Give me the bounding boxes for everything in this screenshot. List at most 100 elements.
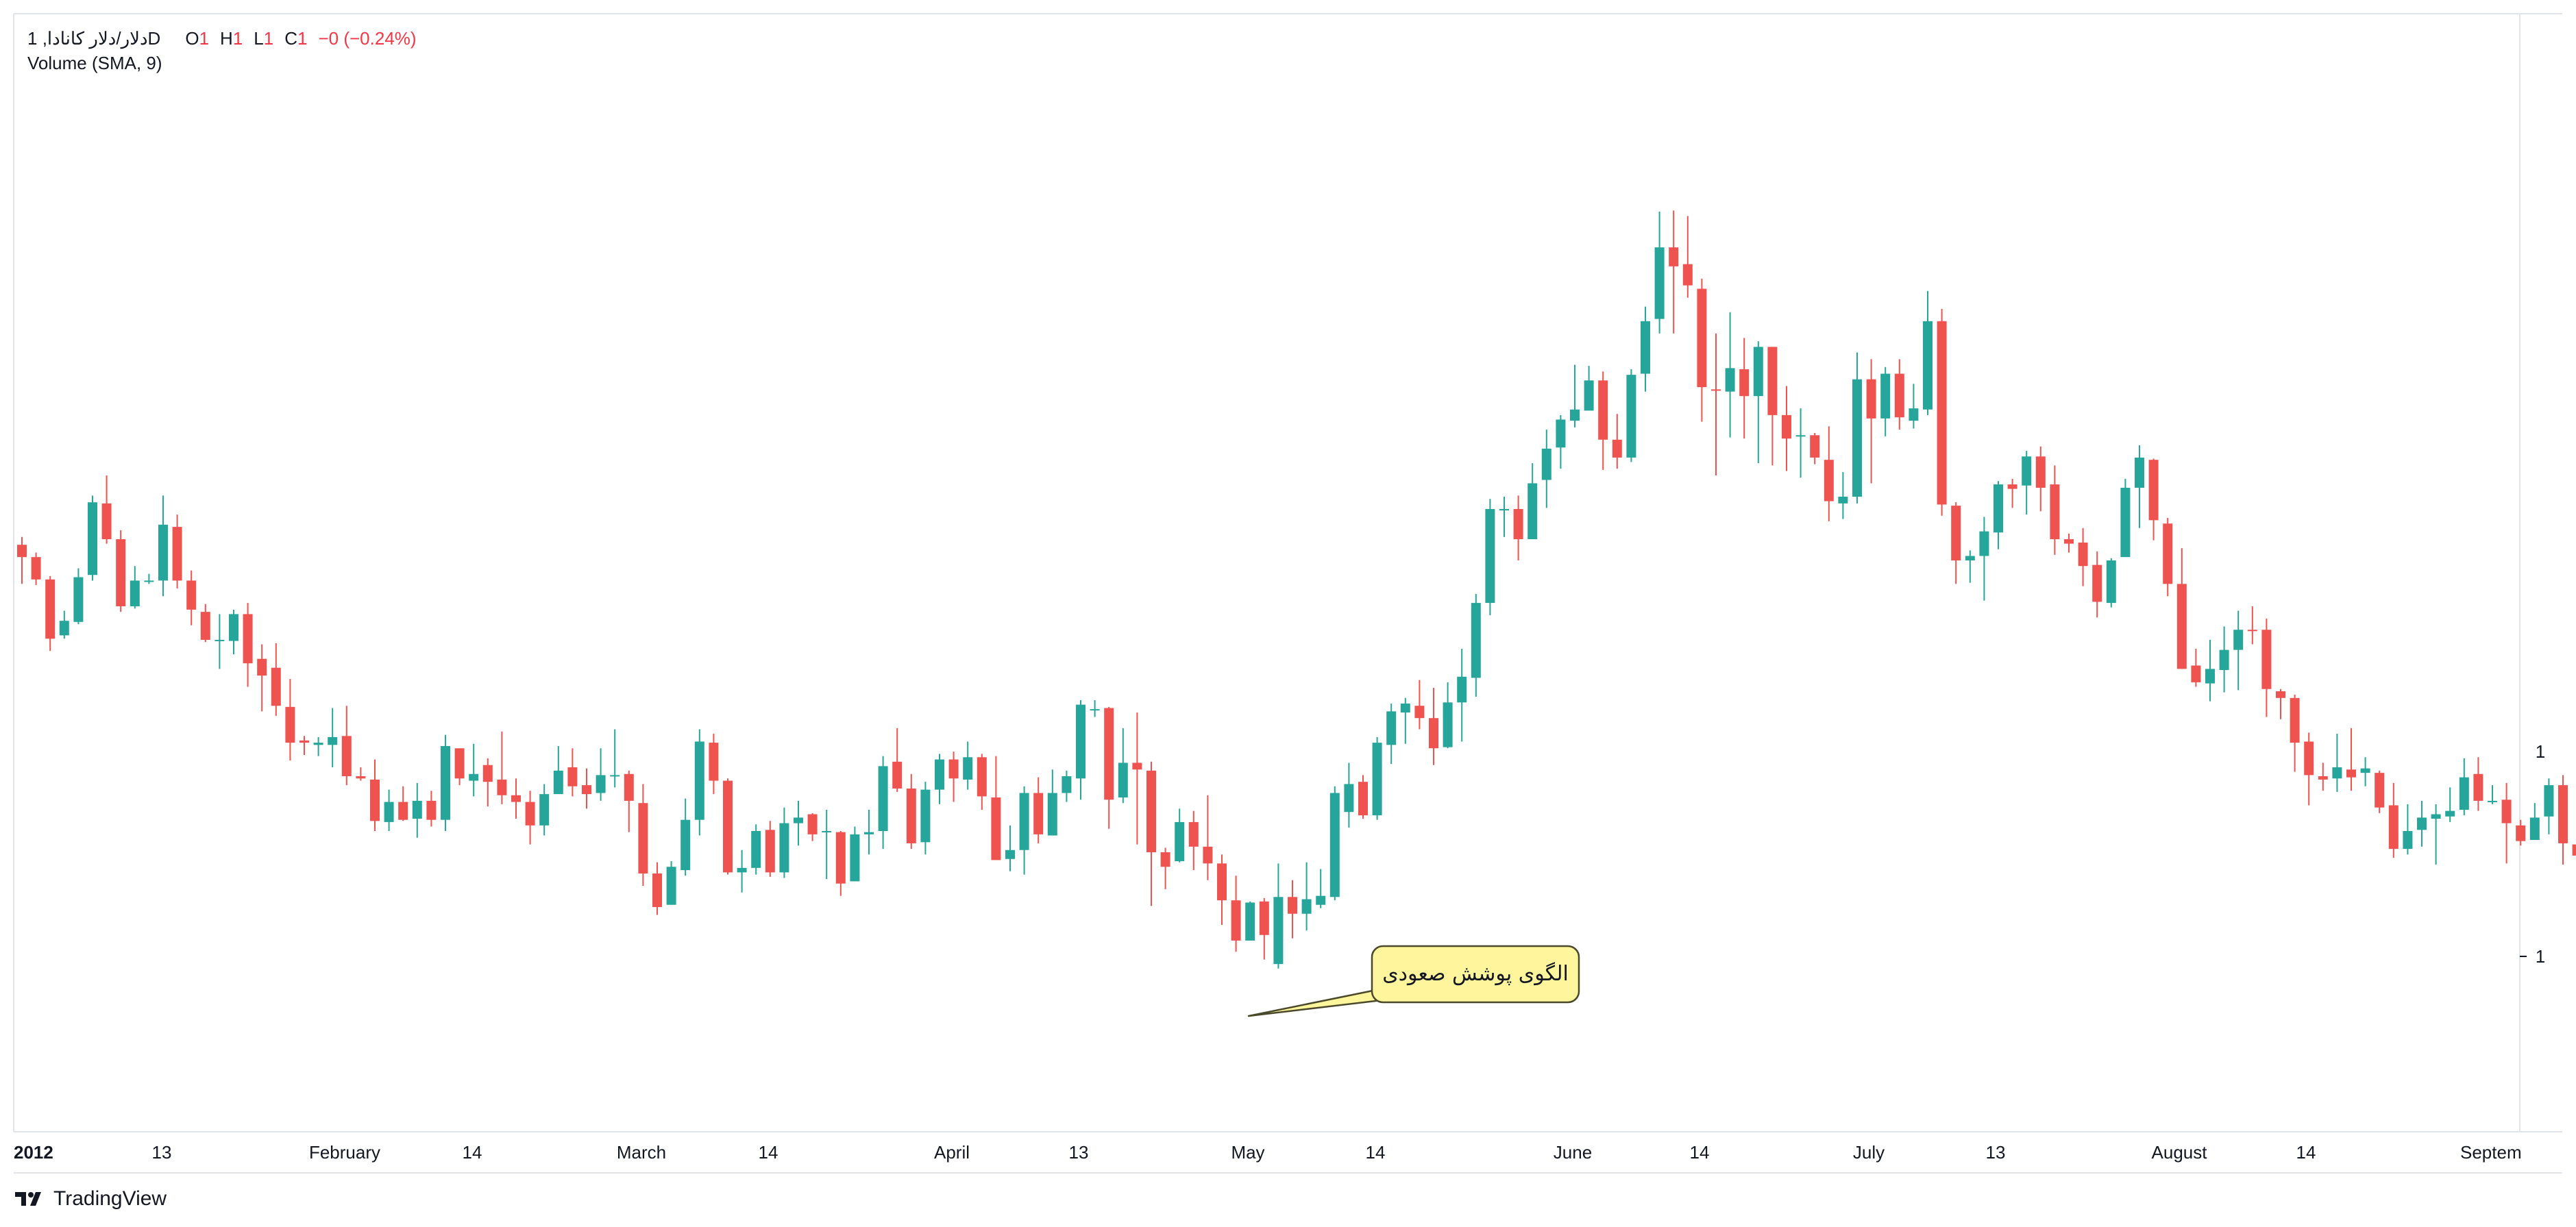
candle-body — [398, 802, 408, 820]
candle-body — [1132, 763, 1142, 770]
annotation-callout[interactable]: الگوی پوشش صعودی — [1247, 945, 1580, 1017]
candle — [1556, 414, 1566, 469]
candle — [1513, 495, 1523, 561]
candle-body — [2050, 484, 2060, 540]
candle — [1669, 210, 1679, 334]
candle-body — [1880, 373, 1891, 419]
candle-body — [2417, 817, 2427, 830]
candle — [229, 609, 238, 655]
candle-body — [878, 766, 888, 831]
candle-body — [1457, 676, 1467, 703]
candle-body — [2120, 487, 2131, 558]
candle-body — [511, 795, 521, 802]
candle — [737, 850, 747, 893]
candle — [1598, 371, 1608, 470]
candle-body — [1697, 288, 1707, 388]
candle — [200, 604, 210, 643]
candle-body — [45, 579, 56, 639]
candle-body — [948, 759, 959, 779]
candle — [1541, 430, 1551, 508]
candle-body — [850, 834, 860, 882]
indicator-row[interactable]: Volume (SMA, 9) — [27, 51, 417, 75]
candle — [1414, 680, 1425, 730]
candle-body — [1316, 895, 1326, 905]
candle-body — [1301, 899, 1312, 914]
candle-body — [186, 580, 197, 610]
time-label-2012: 2012 — [14, 1142, 53, 1163]
candle — [582, 768, 591, 809]
candle — [1641, 306, 1650, 392]
candle — [441, 734, 450, 831]
candle-body — [271, 667, 281, 706]
candle — [1682, 216, 1693, 298]
candle — [2092, 551, 2102, 618]
candle — [2529, 803, 2540, 841]
candle-body — [88, 502, 97, 575]
candle-body — [2318, 776, 2328, 780]
time-label-february: February — [309, 1142, 380, 1163]
candle-body — [1329, 793, 1340, 897]
candle — [2375, 770, 2385, 813]
candle-body — [596, 775, 606, 793]
candle-body — [497, 779, 507, 795]
candle — [2233, 610, 2244, 691]
candle-body — [2078, 542, 2088, 567]
candle — [779, 807, 789, 878]
candle — [214, 614, 225, 669]
candle-body — [2388, 805, 2399, 850]
candle-body — [116, 539, 126, 606]
candle-body — [1358, 782, 1368, 816]
candle — [1245, 901, 1255, 941]
candle — [1231, 876, 1241, 952]
candle — [723, 778, 733, 875]
candle-body — [1626, 375, 1636, 458]
candle-body — [1259, 901, 1269, 935]
candle — [1739, 338, 1750, 439]
candle-body — [1584, 380, 1594, 411]
candle-body — [257, 658, 267, 676]
candle-body — [158, 524, 168, 581]
candle-body — [1739, 369, 1750, 397]
time-label-july: July — [1853, 1142, 1885, 1163]
candle — [144, 573, 154, 584]
tradingview-branding[interactable]: TradingView — [15, 1187, 167, 1211]
candle-body — [73, 577, 84, 622]
candle — [2403, 804, 2413, 855]
candle-body — [864, 832, 874, 834]
candle — [172, 515, 182, 588]
candle-body — [1429, 718, 1438, 749]
candle-body — [2106, 560, 2116, 604]
symbol-label[interactable]: دلار/دلار کانادا, 1D — [27, 28, 161, 49]
price-axis[interactable]: 1 1 — [2520, 741, 2545, 967]
candle — [45, 575, 56, 652]
candle — [299, 736, 309, 756]
candle-body — [1033, 793, 1044, 834]
candle-body — [794, 817, 803, 823]
time-axis[interactable]: 2012 13 February 14 March 14 April 13 Ma… — [14, 1142, 2522, 1163]
candle — [525, 791, 535, 845]
candle-body — [229, 614, 238, 641]
candle — [1626, 369, 1636, 462]
candle-body — [1682, 264, 1693, 286]
candle — [130, 566, 140, 609]
time-label-august: August — [2152, 1142, 2208, 1163]
close-value: 1 — [297, 28, 308, 49]
candle — [1795, 408, 1806, 478]
candle — [2064, 533, 2074, 553]
candle-body — [1231, 900, 1241, 941]
candle-body — [1062, 776, 1072, 793]
candle-body — [2572, 844, 2576, 856]
candle — [2572, 844, 2576, 856]
candle-body — [2022, 456, 2032, 486]
volume-indicator-label[interactable]: Volume (SMA, 9) — [27, 53, 162, 73]
candle — [1528, 463, 1538, 540]
candle — [666, 861, 676, 905]
candle — [59, 610, 69, 639]
candle-body — [1937, 321, 1947, 505]
candle-body — [680, 819, 691, 871]
candle — [469, 743, 479, 797]
candle — [1923, 290, 1933, 415]
candle-body — [779, 823, 789, 873]
candle — [2035, 446, 2046, 512]
